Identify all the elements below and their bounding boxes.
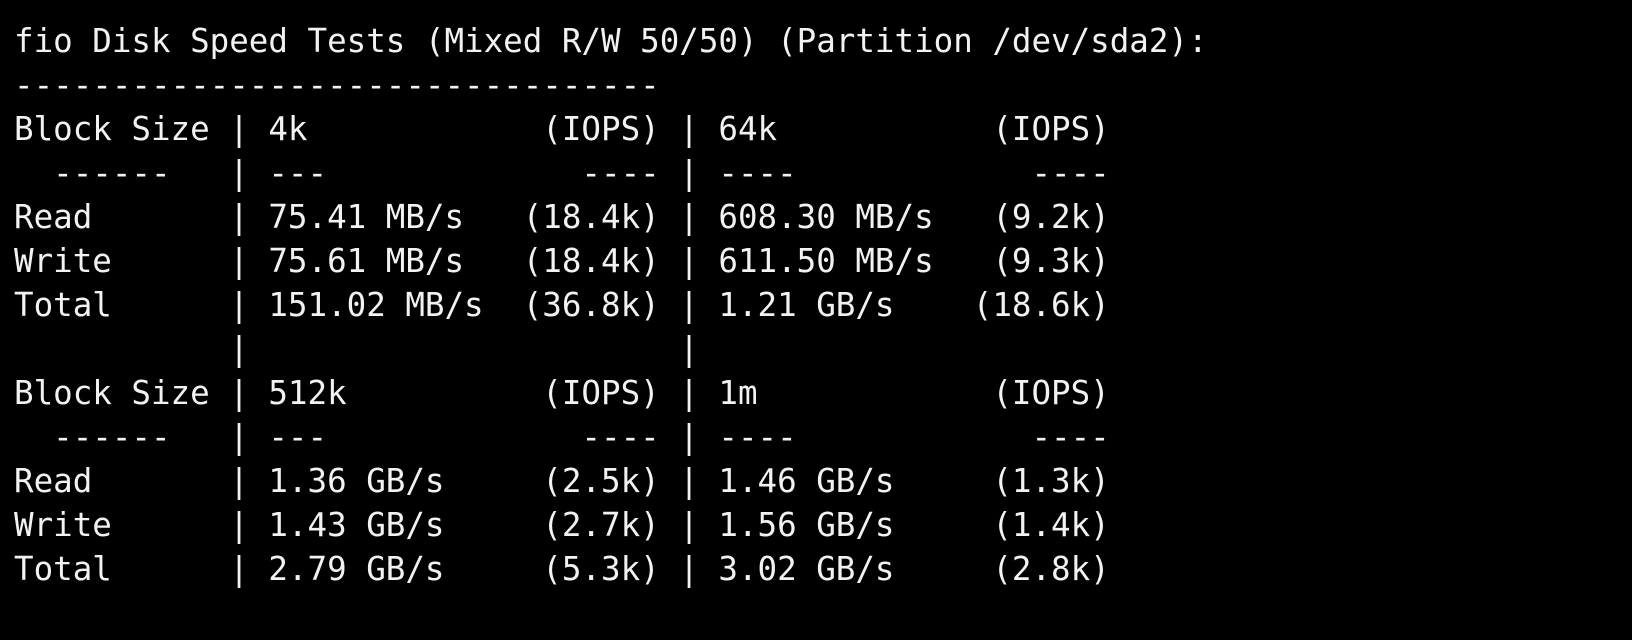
terminal-line: --------------------------------- <box>14 66 660 104</box>
terminal-line: fio Disk Speed Tests (Mixed R/W 50/50) (… <box>14 22 1208 60</box>
terminal-line: Write | 1.43 GB/s (2.7k) | 1.56 GB/s (1.… <box>14 506 1110 544</box>
terminal-line: Write | 75.61 MB/s (18.4k) | 611.50 MB/s… <box>14 242 1110 280</box>
terminal-line: ------ | --- ---- | ---- ---- <box>14 154 1110 192</box>
terminal-line: Block Size | 4k (IOPS) | 64k (IOPS) <box>14 110 1110 148</box>
terminal-line: Read | 1.36 GB/s (2.5k) | 1.46 GB/s (1.3… <box>14 462 1110 500</box>
terminal-line: Read | 75.41 MB/s (18.4k) | 608.30 MB/s … <box>14 198 1110 236</box>
terminal-line: Block Size | 512k (IOPS) | 1m (IOPS) <box>14 374 1110 412</box>
terminal-line: Total | 151.02 MB/s (36.8k) | 1.21 GB/s … <box>14 286 1110 324</box>
terminal-line: ------ | --- ---- | ---- ---- <box>14 418 1110 456</box>
terminal-line: Total | 2.79 GB/s (5.3k) | 3.02 GB/s (2.… <box>14 550 1110 588</box>
terminal-line: | | <box>14 330 699 368</box>
